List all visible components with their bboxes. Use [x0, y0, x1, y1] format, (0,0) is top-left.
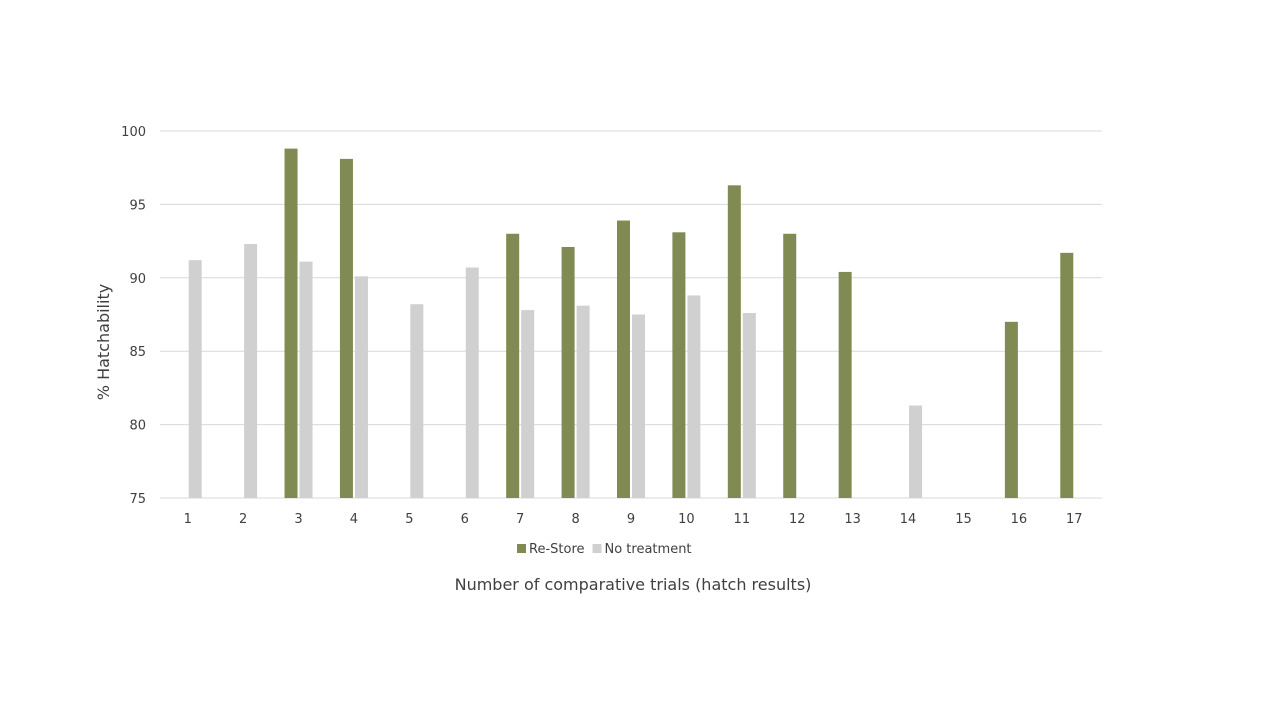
- legend-swatch: [592, 544, 602, 553]
- bar-no-treatment: [521, 310, 535, 498]
- x-tick-label: 17: [1066, 512, 1083, 527]
- bar-re-store: [1060, 252, 1074, 498]
- x-tick-label: 5: [405, 512, 413, 527]
- bar-re-store: [672, 232, 686, 499]
- y-tick-label: 85: [129, 345, 146, 360]
- x-tick-label: 8: [571, 512, 579, 527]
- x-axis-title: Number of comparative trials (hatch resu…: [455, 575, 812, 594]
- x-tick-label: 4: [350, 512, 358, 527]
- bar-no-treatment: [576, 305, 590, 498]
- x-tick-label: 7: [516, 512, 524, 527]
- bar-re-store: [506, 233, 520, 498]
- x-tick-label: 11: [734, 512, 751, 527]
- bar-no-treatment: [188, 260, 202, 498]
- y-axis-title: % Hatchability: [94, 284, 113, 400]
- bar-no-treatment: [244, 244, 258, 498]
- bar-re-store: [727, 185, 741, 499]
- legend: Re-Store No treatment: [517, 542, 692, 557]
- x-tick-label: 9: [627, 512, 635, 527]
- x-tick-label: 13: [844, 512, 861, 527]
- bar-re-store: [561, 246, 575, 498]
- bar-no-treatment: [687, 295, 701, 498]
- bar-no-treatment: [299, 261, 313, 498]
- bar-no-treatment: [465, 267, 479, 498]
- x-tick-label: 14: [900, 512, 917, 527]
- bar-no-treatment: [410, 304, 424, 498]
- bar-re-store: [783, 233, 797, 498]
- bar-no-treatment: [742, 313, 756, 498]
- bar-no-treatment: [632, 314, 645, 498]
- bar-re-store: [284, 148, 298, 498]
- bar-re-store: [339, 158, 353, 498]
- x-tick-label: 10: [678, 512, 695, 527]
- y-tick-label: 90: [129, 272, 146, 287]
- x-tick-label: 1: [184, 512, 192, 527]
- y-tick-label: 75: [129, 492, 146, 507]
- x-tick-label: 16: [1011, 512, 1028, 527]
- bar-no-treatment: [354, 276, 368, 498]
- legend-label: Re-Store: [529, 542, 585, 557]
- x-tick-label: 6: [461, 512, 469, 527]
- y-tick-label: 80: [129, 419, 146, 434]
- x-tick-label: 15: [955, 512, 972, 527]
- x-tick-label: 12: [789, 512, 806, 527]
- y-tick-label: 100: [121, 125, 146, 140]
- bar-re-store: [1004, 321, 1018, 498]
- legend-label: No treatment: [605, 542, 692, 557]
- x-tick-label: 2: [239, 512, 247, 527]
- legend-swatch: [517, 544, 526, 553]
- bar-no-treatment: [909, 405, 923, 498]
- bar-re-store: [617, 220, 630, 498]
- y-tick-label: 95: [129, 198, 146, 213]
- bar-re-store: [838, 271, 852, 498]
- x-tick-label: 3: [294, 512, 302, 527]
